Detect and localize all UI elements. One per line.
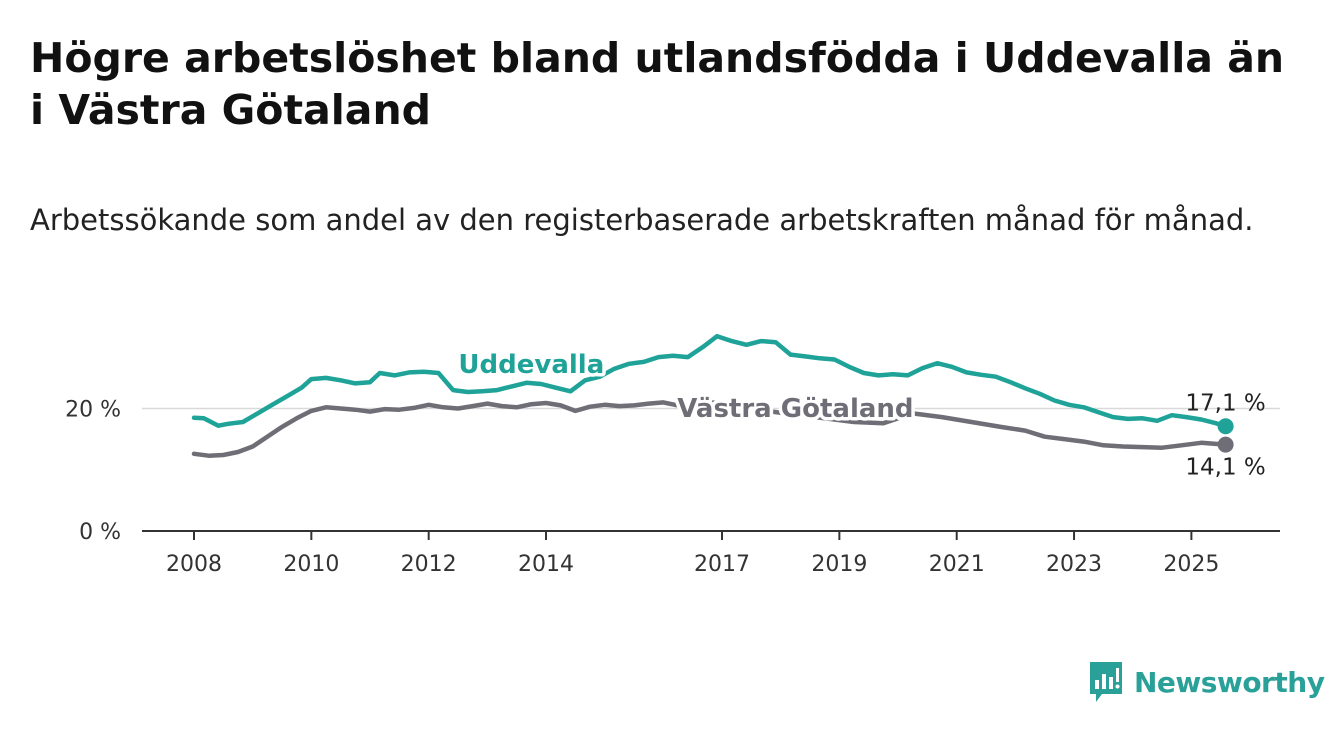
x-tick-label: 2010 <box>283 552 339 577</box>
series-lines <box>191 333 1228 458</box>
series-line-v-stra-g-taland <box>191 400 1228 458</box>
x-axis: 2008 2010 2012 2014 2017 2019 2021 2023 2025 <box>142 530 1280 577</box>
series-labels: 17,1 % 14,1 % Uddevalla Västra Götaland <box>455 346 1266 481</box>
brand-name: Newsworthy <box>1134 665 1325 699</box>
chart-title: Högre arbetslöshet bland utlandsfödda i … <box>30 34 1285 134</box>
x-tick-label: 2019 <box>811 552 867 577</box>
series-end-point <box>1217 418 1234 435</box>
newsworthy-logo: Newsworthy <box>1088 660 1325 704</box>
series-end-label: 14,1 % <box>1185 455 1265 481</box>
x-tick-label: 2014 <box>518 552 574 577</box>
line-chart: 0 % 20 % 2008 2010 2012 2014 2017 2019 2021 2023… <box>65 333 1280 577</box>
x-tick-label: 2008 <box>166 552 222 577</box>
series-end-label: 17,1 % <box>1185 390 1265 416</box>
x-tick-label: 2017 <box>694 552 750 577</box>
x-tick-label: 2025 <box>1163 552 1219 577</box>
inline-series-label: Uddevalla <box>458 350 604 380</box>
x-tick-label: 2012 <box>401 552 457 577</box>
x-tick-label: 2023 <box>1046 552 1102 577</box>
inline-series-label: Västra Götaland <box>677 394 913 424</box>
y-tick-label: 20 % <box>65 398 121 423</box>
x-tick-label: 2021 <box>929 552 985 577</box>
chart-subtitle: Arbetssökande som andel av den registerb… <box>30 203 1254 237</box>
bar-chart-logo-icon <box>1090 662 1122 702</box>
series-line-uddevalla <box>191 333 1228 429</box>
y-tick-label: 0 % <box>79 520 121 545</box>
series-end-point <box>1217 436 1234 453</box>
